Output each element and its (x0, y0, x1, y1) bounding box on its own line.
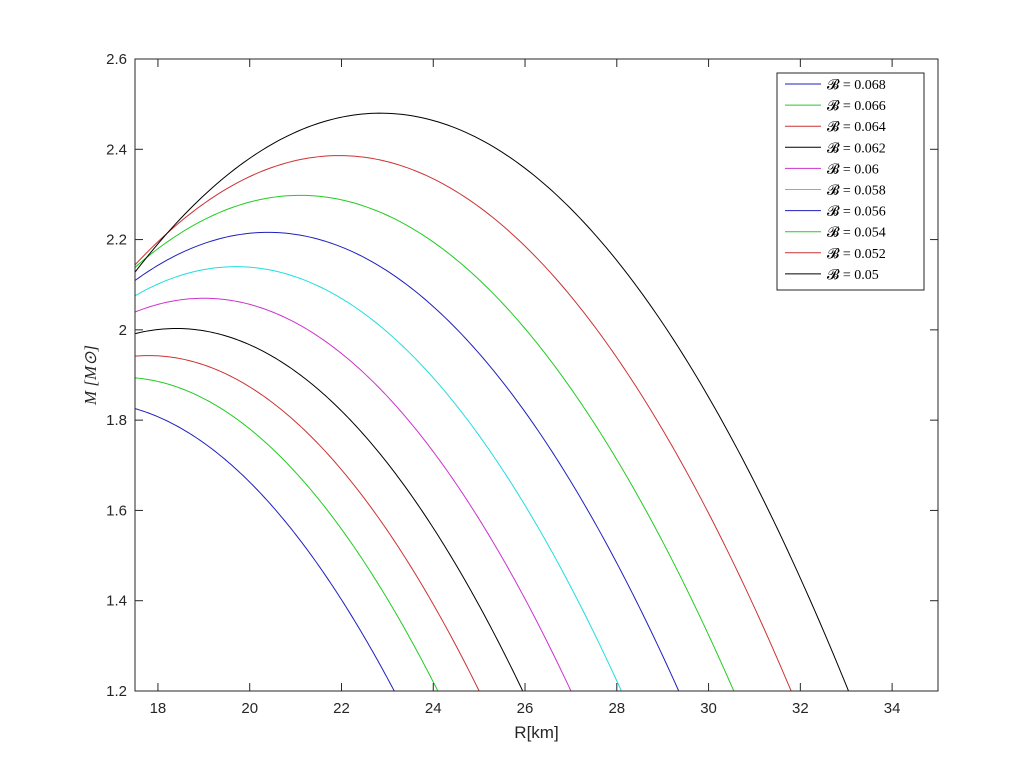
x-tick-label: 20 (241, 700, 258, 717)
legend-entry-label: 𝓑 = 0.054 (827, 226, 886, 241)
series-line-7 (135, 194, 735, 691)
x-tick-label: 26 (517, 700, 534, 717)
y-tick-label: 1.4 (106, 593, 127, 610)
legend-entry-label: 𝓑 = 0.052 (827, 247, 886, 262)
y-tick-label: 1.2 (106, 683, 127, 700)
legend-entry-label: 𝓑 = 0.062 (827, 141, 886, 156)
x-tick-label: 28 (608, 700, 625, 717)
x-tick-label: 18 (150, 700, 167, 717)
legend: 𝓑 = 0.068 𝓑 = 0.066 𝓑 = 0.064 𝓑 = 0.062 𝓑 = … (776, 72, 925, 291)
legend-entry-label: 𝓑 = 0.066 (827, 99, 886, 114)
x-axis-label: R[km] (514, 723, 558, 742)
y-tick-label: 2.6 (106, 51, 127, 68)
series-line-2 (135, 355, 480, 691)
legend-entry-label: 𝓑 = 0.06 (827, 162, 879, 177)
x-tick-label: 22 (333, 700, 350, 717)
y-tick-label: 1.6 (106, 502, 127, 519)
legend-entry-label: 𝓑 = 0.068 (827, 78, 886, 93)
series-line-6 (135, 231, 680, 691)
series-layer (135, 112, 850, 691)
legend-entry-label: 𝓑 = 0.058 (827, 184, 886, 199)
y-tick-label: 1.8 (106, 412, 127, 429)
legend-entry-label: 𝓑 = 0.056 (827, 205, 886, 220)
x-tick-label: 34 (884, 700, 901, 717)
ticks-layer: 18 20 22 24 26 28 30 32 34 1.2 1.4 1.6 1.8 2 2.2 2.4 2.6 (106, 51, 938, 717)
y-tick-label: 2.4 (106, 141, 127, 158)
series-line-0 (135, 408, 395, 691)
y-axis-label: M [M⊙] (81, 345, 100, 406)
series-line-3 (135, 327, 524, 691)
series-line-4 (135, 297, 572, 691)
x-tick-label: 30 (700, 700, 717, 717)
legend-entry-label: 𝓑 = 0.05 (827, 268, 879, 283)
y-tick-label: 2 (119, 322, 127, 339)
series-line-9 (135, 112, 850, 691)
legend-entry-label: 𝓑 = 0.064 (827, 120, 886, 135)
series-line-5 (135, 266, 622, 691)
series-line-8 (135, 155, 792, 691)
legend-box (776, 72, 925, 291)
x-tick-label: 32 (792, 700, 809, 717)
series-line-1 (135, 377, 439, 691)
y-tick-label: 2.2 (106, 232, 127, 249)
plot-frame (134, 58, 939, 692)
x-tick-label: 24 (425, 700, 442, 717)
